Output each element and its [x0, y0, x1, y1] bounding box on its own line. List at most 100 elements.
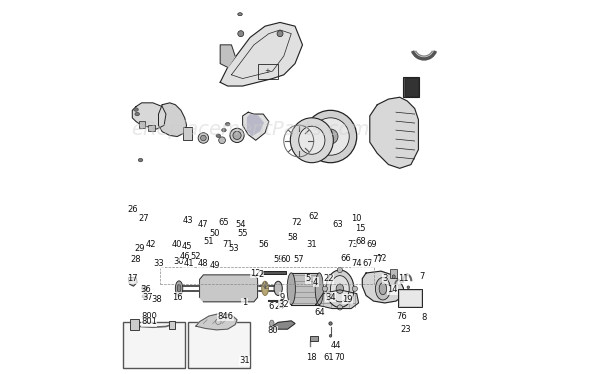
Text: 12: 12: [376, 254, 386, 263]
Ellipse shape: [329, 335, 332, 337]
Text: 1: 1: [242, 298, 247, 307]
Polygon shape: [316, 290, 359, 309]
Ellipse shape: [270, 320, 274, 327]
Text: 72: 72: [291, 218, 302, 227]
Text: 32: 32: [278, 300, 289, 309]
Ellipse shape: [177, 285, 181, 292]
Circle shape: [337, 305, 343, 310]
Text: 9: 9: [279, 293, 284, 302]
Ellipse shape: [134, 108, 138, 111]
Text: 17: 17: [127, 274, 137, 283]
Text: 26: 26: [127, 205, 137, 214]
Ellipse shape: [216, 134, 221, 138]
Ellipse shape: [299, 126, 325, 154]
Ellipse shape: [142, 286, 148, 290]
Text: 76: 76: [396, 312, 407, 321]
Ellipse shape: [142, 294, 148, 298]
Text: 57: 57: [293, 255, 304, 264]
Ellipse shape: [323, 129, 338, 144]
Text: 65: 65: [219, 218, 230, 227]
Text: 15: 15: [355, 224, 366, 233]
Text: 30: 30: [173, 257, 184, 266]
FancyBboxPatch shape: [405, 78, 418, 96]
Circle shape: [277, 31, 283, 37]
Text: 7: 7: [419, 272, 425, 281]
Ellipse shape: [379, 283, 386, 295]
Text: 2: 2: [259, 270, 264, 279]
Text: 46: 46: [179, 252, 190, 261]
Text: 16: 16: [172, 293, 182, 302]
FancyBboxPatch shape: [391, 269, 397, 278]
Text: 11: 11: [398, 274, 409, 283]
Text: 10: 10: [352, 214, 362, 223]
Text: 68: 68: [355, 237, 366, 246]
Polygon shape: [129, 278, 137, 286]
Ellipse shape: [407, 286, 409, 289]
Text: 58: 58: [288, 233, 299, 242]
Text: 64: 64: [314, 308, 324, 317]
Text: 62: 62: [309, 212, 319, 221]
Ellipse shape: [312, 118, 349, 155]
Circle shape: [337, 267, 343, 273]
Text: 63: 63: [333, 220, 343, 229]
Ellipse shape: [138, 159, 143, 162]
Text: 6: 6: [268, 302, 273, 311]
Text: eReplacementParts.com: eReplacementParts.com: [131, 120, 369, 138]
Text: 28: 28: [131, 255, 142, 264]
Ellipse shape: [219, 137, 225, 144]
Text: 37: 37: [142, 293, 153, 302]
Ellipse shape: [329, 322, 332, 325]
Text: 3: 3: [382, 274, 388, 283]
Text: 18: 18: [307, 353, 317, 362]
Text: 27: 27: [138, 214, 149, 223]
Text: 61: 61: [323, 353, 334, 362]
Ellipse shape: [198, 133, 209, 143]
Ellipse shape: [238, 13, 242, 16]
Text: 45: 45: [181, 242, 192, 251]
Ellipse shape: [287, 273, 296, 304]
Text: 56: 56: [258, 240, 268, 249]
FancyBboxPatch shape: [148, 125, 155, 131]
Text: 67: 67: [362, 259, 373, 268]
Text: 31: 31: [307, 240, 317, 249]
Text: 59: 59: [273, 255, 283, 264]
Text: 74: 74: [352, 259, 362, 268]
Ellipse shape: [290, 118, 333, 163]
Ellipse shape: [274, 281, 282, 295]
Polygon shape: [132, 103, 166, 129]
Ellipse shape: [375, 278, 391, 300]
Polygon shape: [247, 115, 263, 135]
Text: 38: 38: [151, 295, 162, 304]
Ellipse shape: [330, 276, 349, 302]
Circle shape: [322, 286, 327, 291]
Text: 24: 24: [275, 302, 286, 311]
Ellipse shape: [175, 281, 183, 296]
Text: 33: 33: [153, 259, 164, 268]
Text: 29: 29: [135, 244, 145, 253]
Text: 52: 52: [191, 252, 201, 261]
Text: 60: 60: [280, 255, 291, 264]
Polygon shape: [196, 313, 237, 330]
Ellipse shape: [222, 129, 226, 132]
Polygon shape: [291, 273, 319, 305]
Circle shape: [238, 31, 244, 37]
Text: +: +: [265, 68, 271, 74]
FancyBboxPatch shape: [169, 321, 175, 329]
Text: 801: 801: [141, 317, 157, 326]
Polygon shape: [370, 97, 418, 168]
Ellipse shape: [392, 275, 395, 279]
Text: 4: 4: [313, 278, 318, 287]
Text: 80: 80: [267, 327, 278, 335]
Text: 8: 8: [421, 313, 427, 322]
Text: 41: 41: [183, 259, 194, 268]
Ellipse shape: [326, 270, 354, 307]
Text: 846: 846: [218, 312, 234, 321]
Text: 22: 22: [323, 274, 334, 283]
Ellipse shape: [230, 128, 244, 142]
FancyBboxPatch shape: [261, 271, 286, 274]
FancyBboxPatch shape: [123, 322, 185, 368]
Text: 48: 48: [198, 259, 209, 268]
Text: 40: 40: [172, 240, 182, 249]
Polygon shape: [220, 45, 235, 67]
FancyBboxPatch shape: [398, 289, 422, 307]
